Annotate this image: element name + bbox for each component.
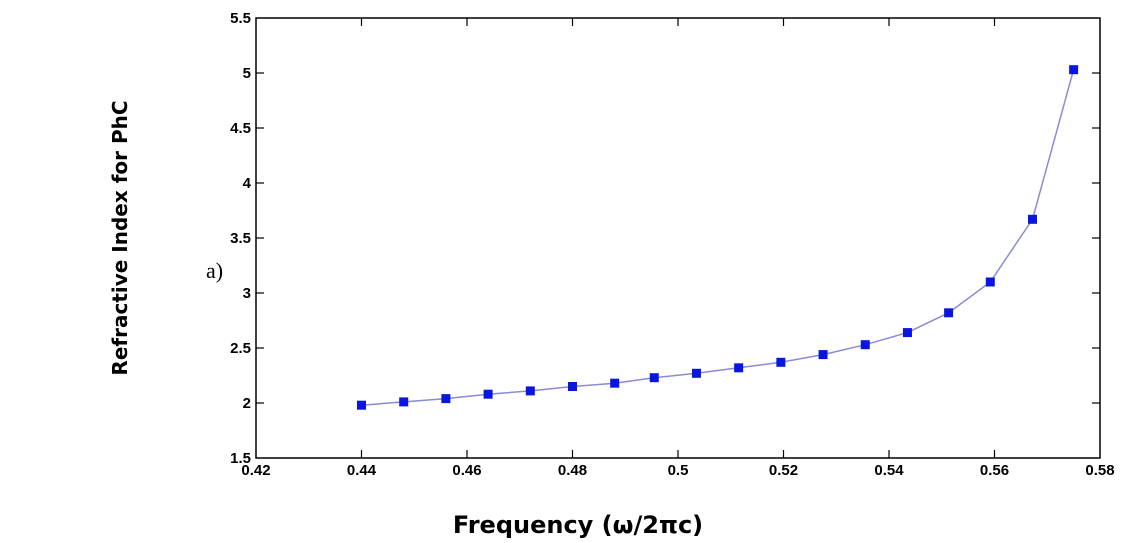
data-point-marker <box>1027 214 1037 224</box>
data-point-marker <box>525 386 535 396</box>
series-line <box>361 69 1075 406</box>
x-tick-label: 0.48 <box>558 462 587 479</box>
y-tick-label: 2 <box>243 395 251 412</box>
data-point-marker <box>483 389 493 399</box>
data-point-marker <box>860 340 870 350</box>
y-tick-label: 1.5 <box>230 450 251 467</box>
data-point-marker <box>399 397 409 407</box>
data-point-marker <box>691 368 701 378</box>
x-tick-label: 0.5 <box>668 462 689 479</box>
data-point-marker <box>1069 65 1079 75</box>
data-point-marker <box>734 363 744 373</box>
data-point-marker <box>441 394 451 404</box>
x-tick-label: 0.46 <box>452 462 481 479</box>
y-tick-label: 5.5 <box>230 10 251 27</box>
data-point-marker <box>944 308 954 318</box>
data-point-marker <box>649 373 659 383</box>
data-point-marker <box>610 378 620 388</box>
y-tick-label: 2.5 <box>230 340 251 357</box>
data-point-marker <box>985 277 995 287</box>
y-tick-label: 4.5 <box>230 120 251 137</box>
x-tick-label: 0.54 <box>874 462 904 479</box>
plot-area-frame <box>255 17 1101 459</box>
data-point-marker <box>818 350 828 360</box>
y-tick-label: 3 <box>243 285 251 302</box>
series-layer <box>357 65 1079 410</box>
x-tick-label: 0.42 <box>241 462 270 479</box>
y-tick-label: 4 <box>243 175 252 192</box>
data-point-marker <box>776 357 786 367</box>
x-tick-label: 0.52 <box>769 462 798 479</box>
x-tick-label: 0.58 <box>1085 462 1114 479</box>
data-point-marker <box>902 328 912 338</box>
y-tick-label: 3.5 <box>230 230 251 247</box>
data-point-marker <box>568 382 577 391</box>
y-tick-label: 5 <box>243 65 251 82</box>
x-tick-label: 0.44 <box>347 462 377 479</box>
x-axis-ticks: 0.42 0.44 0.46 0.48 0.5 0.52 0.54 0.56 0.58 <box>241 18 1115 479</box>
data-point-marker <box>357 400 366 410</box>
x-axis-title: Frequency (ω/2πc) <box>453 511 703 539</box>
x-tick-label: 0.56 <box>980 462 1009 479</box>
y-axis-ticks: 1.5 2 2.5 3 3.5 4 4.5 5 5.5 <box>230 10 1100 467</box>
y-axis-title: Refractive Index for PhC <box>108 100 132 375</box>
panel-label: a) <box>206 258 224 283</box>
